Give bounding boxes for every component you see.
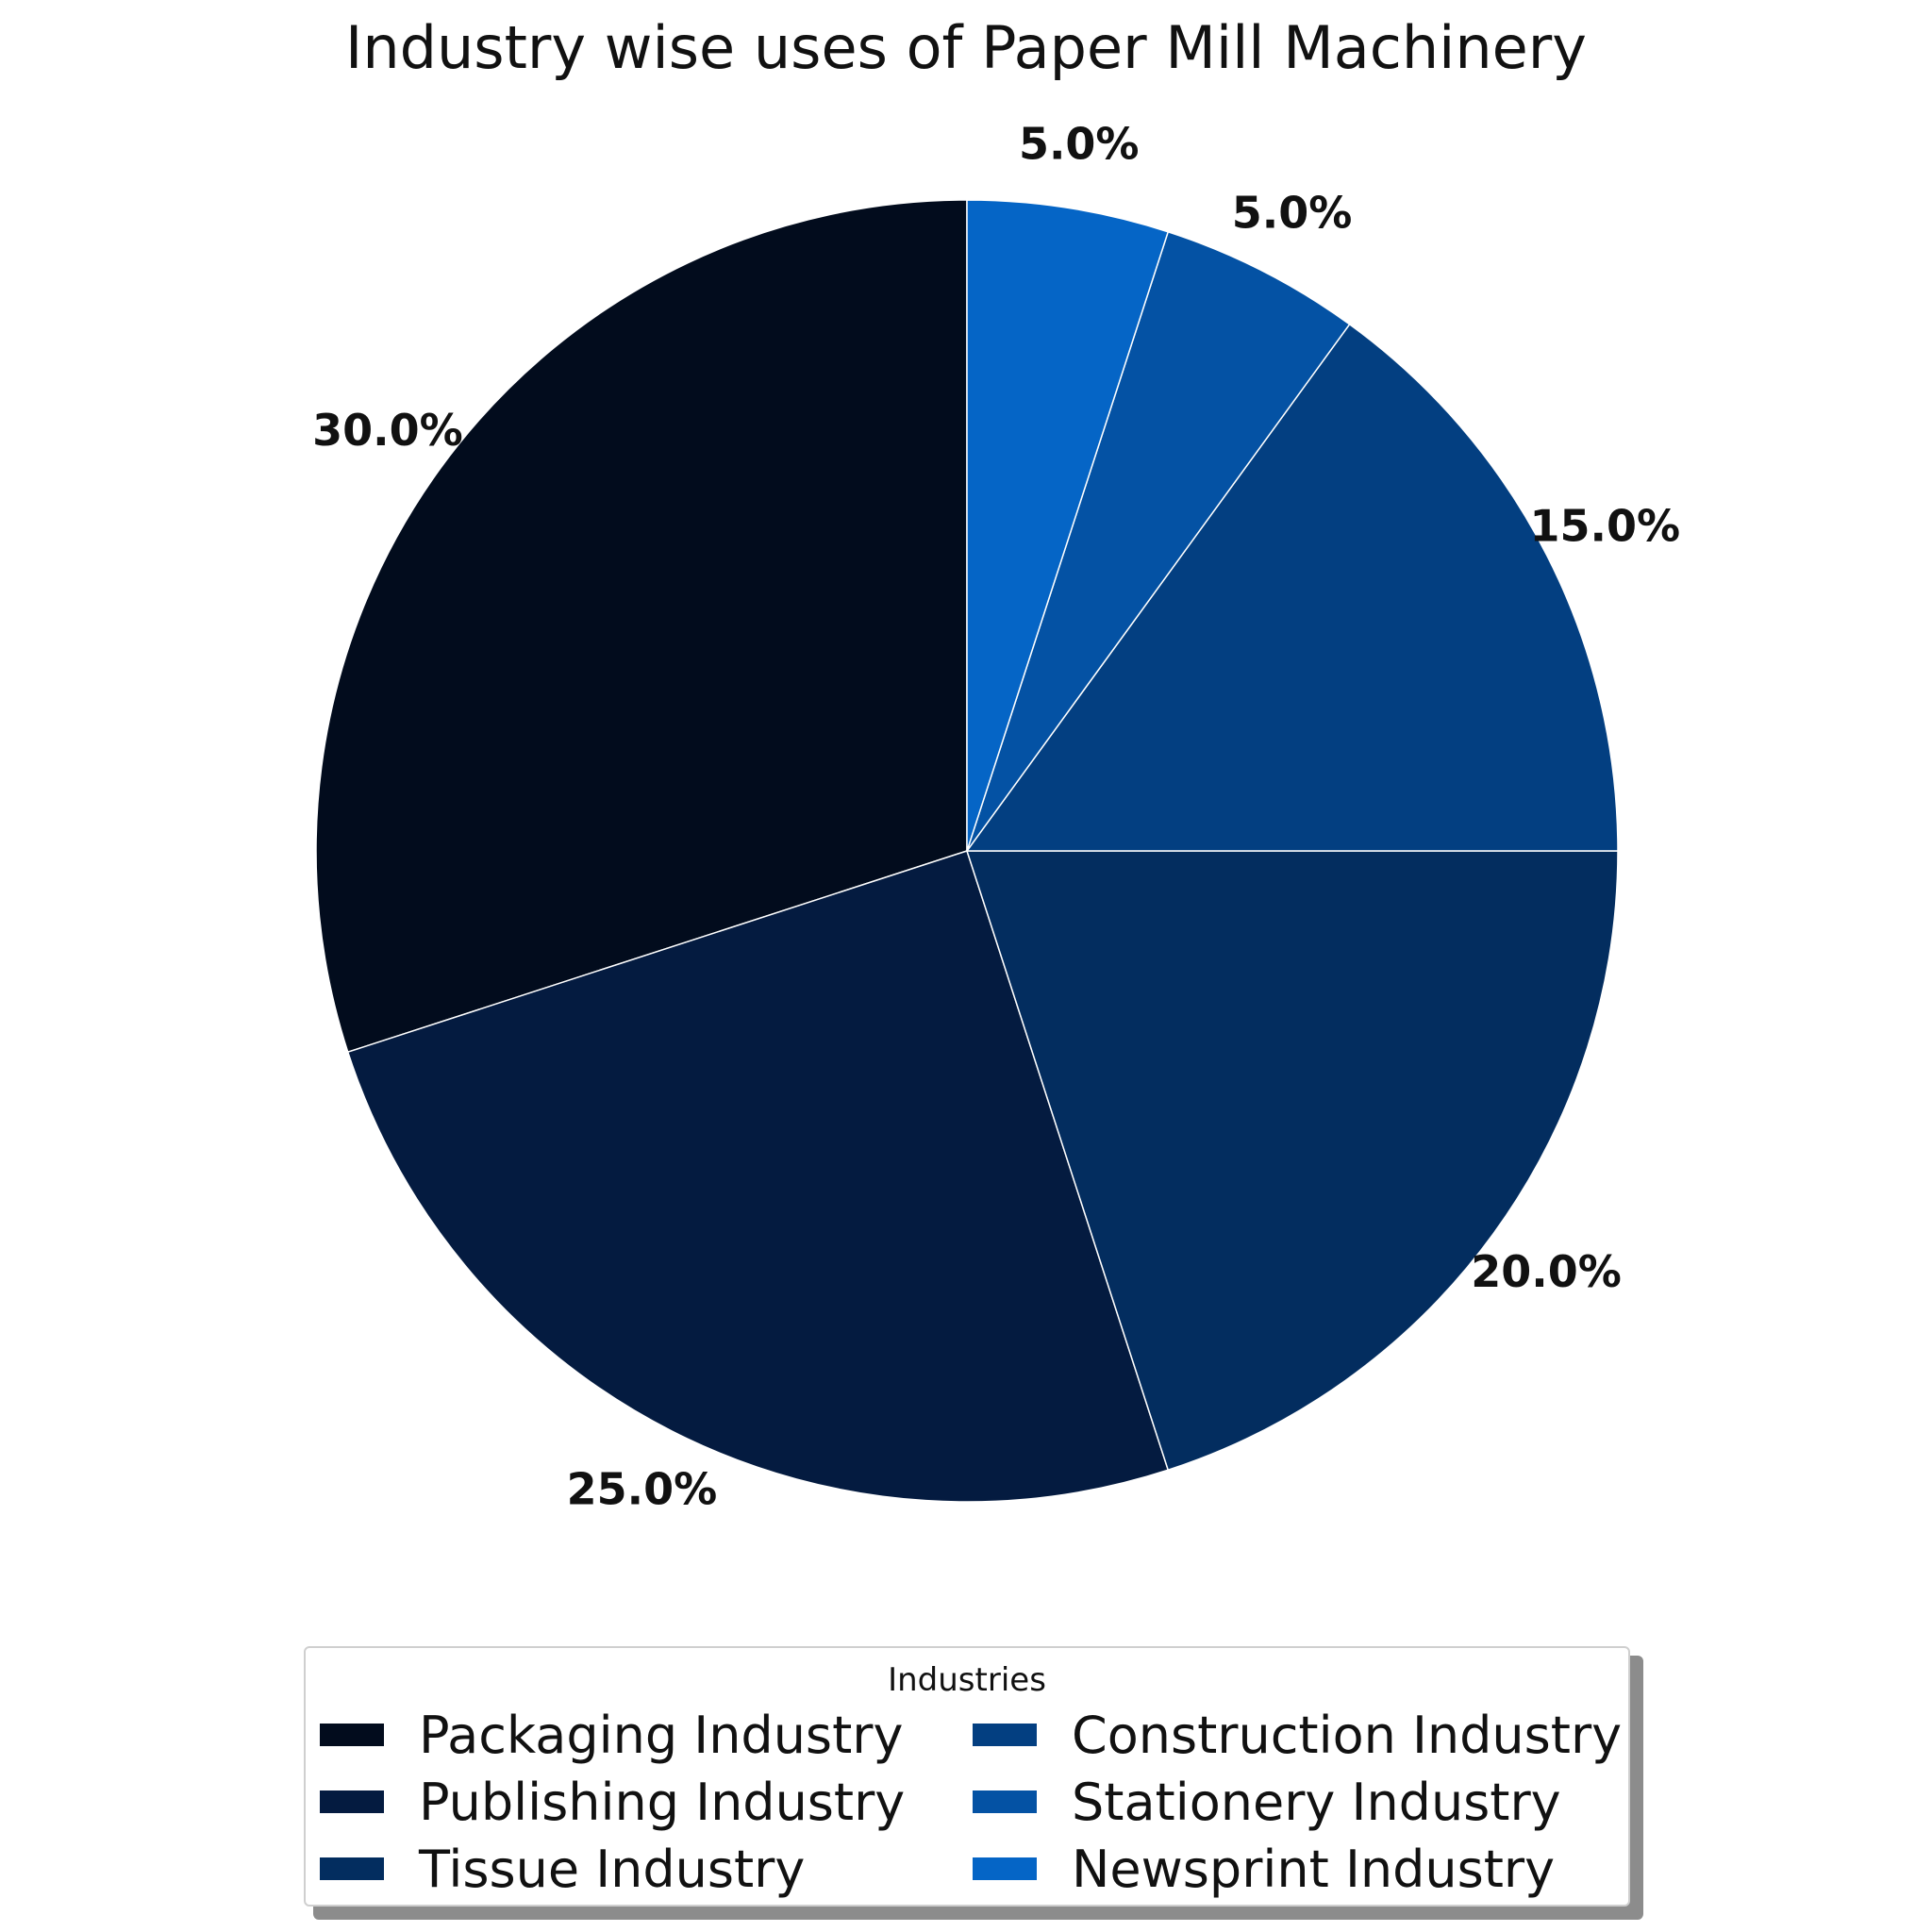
pie-label-construction-industry: 15.0%	[1529, 500, 1680, 551]
legend: Industries Packaging Industry Publishing…	[304, 1646, 1630, 1907]
pie-slice-stationery-industry	[966, 230, 1351, 852]
chart-title: Industry wise uses of Paper Mill Machine…	[345, 13, 1587, 82]
legend-swatch	[972, 1723, 1038, 1747]
legend-label: Tissue Industry	[419, 1839, 806, 1899]
legend-swatch	[319, 1857, 385, 1881]
legend-label: Stationery Industry	[1072, 1772, 1561, 1832]
legend-swatch	[972, 1857, 1038, 1881]
legend-item-construction: Construction Industry	[972, 1705, 1623, 1765]
legend-item-newsprint: Newsprint Industry	[972, 1839, 1556, 1899]
pie-slice-packaging-industry	[315, 199, 968, 1054]
pie-slice-tissue-industry	[965, 850, 1619, 1472]
pie-label-packaging-industry: 30.0%	[312, 405, 463, 456]
pie-slice-construction-industry	[965, 323, 1619, 852]
legend-item-tissue: Tissue Industry	[319, 1839, 806, 1899]
legend-title: Industries	[888, 1661, 1046, 1699]
pie-label-tissue-industry: 20.0%	[1471, 1246, 1622, 1297]
legend-item-publishing: Publishing Industry	[319, 1772, 906, 1832]
legend-item-packaging: Packaging Industry	[319, 1705, 904, 1765]
legend-label: Publishing Industry	[419, 1772, 906, 1832]
legend-label: Packaging Industry	[419, 1705, 904, 1765]
pie-label-publishing-industry: 25.0%	[567, 1463, 718, 1514]
legend-swatch	[972, 1790, 1038, 1814]
legend-swatch	[319, 1790, 385, 1814]
pie-slice-publishing-industry	[346, 850, 1170, 1503]
legend-label: Construction Industry	[1072, 1705, 1623, 1765]
pie-label-stationery-industry: 5.0%	[1232, 188, 1353, 239]
pie-slice-newsprint-industry	[966, 199, 1170, 852]
pie-slices	[315, 199, 1619, 1503]
pie-label-newsprint-industry: 5.0%	[1019, 118, 1140, 169]
legend-swatch	[319, 1723, 385, 1747]
pie-labels: 30.0% 25.0% 20.0% 15.0% 5.0% 5.0%	[312, 118, 1680, 1514]
legend-item-stationery: Stationery Industry	[972, 1772, 1561, 1832]
legend-label: Newsprint Industry	[1072, 1839, 1556, 1899]
